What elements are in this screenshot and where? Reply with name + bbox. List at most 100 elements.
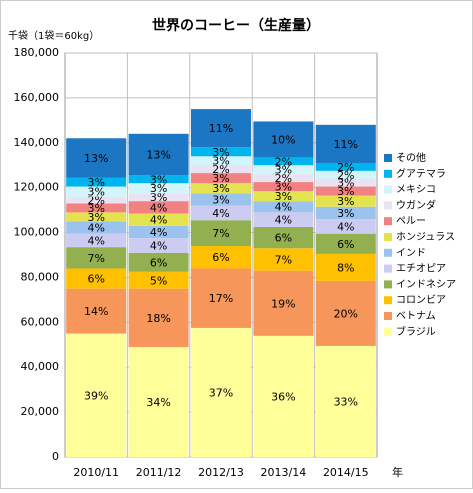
data-label: 37%	[209, 386, 233, 399]
legend-label: グアテマラ	[396, 167, 446, 180]
bar-segment	[128, 175, 189, 184]
data-label: 4%	[150, 239, 167, 252]
data-label: 3%	[87, 186, 104, 199]
data-label: 3%	[212, 172, 229, 185]
data-label: 3%	[150, 173, 167, 186]
bar-segment	[66, 233, 127, 248]
data-label: 3%	[87, 176, 104, 189]
bar-segment	[315, 124, 376, 163]
bar-segment	[253, 335, 314, 457]
data-label: 3%	[87, 202, 104, 215]
data-label: 10%	[271, 133, 295, 146]
bar-segment	[191, 205, 251, 221]
bar-segment	[315, 178, 376, 187]
bar-segment	[128, 347, 189, 457]
bar-segment	[315, 345, 376, 457]
data-label: 3%	[212, 155, 229, 168]
data-label: 2%	[337, 169, 354, 182]
data-label: 3%	[275, 181, 292, 194]
data-label: 2%	[337, 161, 354, 174]
data-label: 36%	[271, 390, 295, 403]
data-label: 6%	[150, 256, 167, 269]
data-label: 39%	[84, 389, 108, 402]
data-label: 3%	[337, 195, 354, 208]
y-tick-label: 20,000	[21, 405, 60, 418]
data-label: 4%	[150, 214, 167, 227]
bar-segment	[66, 177, 127, 187]
data-label: 11%	[209, 122, 233, 135]
bar-segment	[128, 183, 189, 194]
legend-swatch	[384, 233, 392, 241]
bar-segment	[253, 248, 314, 271]
bar-segment	[253, 182, 314, 192]
legend-swatch	[384, 154, 392, 162]
bar-segment	[66, 221, 127, 234]
bar-segment	[191, 183, 251, 194]
x-tick-label: 2013/14	[261, 466, 307, 479]
data-label: 2%	[275, 155, 292, 168]
data-label: 33%	[334, 395, 358, 408]
data-label: 5%	[150, 274, 167, 287]
data-label: 19%	[271, 297, 295, 310]
bar-segment	[128, 193, 189, 202]
legend-label: コロンビア	[396, 294, 446, 306]
x-tick-label: 2011/12	[136, 466, 182, 479]
bar-segment	[128, 213, 189, 226]
bar-segment	[253, 191, 314, 202]
bar-segment	[128, 252, 189, 272]
data-label: 11%	[334, 138, 358, 151]
data-label: 3%	[337, 207, 354, 220]
bar-segment	[191, 327, 251, 457]
chart-title: 世界のコーヒー（生産量）	[152, 17, 320, 34]
bar-segment	[315, 186, 376, 196]
bar-segment	[66, 138, 127, 178]
data-label: 4%	[87, 234, 104, 247]
bar-segment	[128, 225, 189, 239]
legend-swatch	[384, 327, 392, 336]
x-axis-label: 年	[392, 465, 403, 479]
legend-swatch	[384, 280, 392, 289]
bar-segment	[66, 268, 127, 289]
bar-segment	[315, 280, 376, 346]
data-label: 6%	[212, 251, 229, 264]
data-label: 4%	[212, 207, 229, 220]
data-label: 13%	[84, 152, 108, 165]
data-label: 2%	[212, 163, 229, 176]
y-tick-label: 180,000	[14, 46, 60, 59]
bar-segment	[191, 165, 251, 174]
data-label: 6%	[87, 273, 104, 286]
bar-segment	[315, 219, 376, 234]
bar-segment	[128, 133, 189, 176]
legend-label: メキシコ	[396, 185, 436, 196]
bar-segment	[66, 196, 127, 204]
y-tick-label: 160,000	[14, 91, 60, 104]
bar-segment	[315, 206, 376, 220]
bar-segment	[315, 233, 376, 254]
data-label: 4%	[150, 201, 167, 214]
bar-segment	[191, 268, 251, 328]
data-label: 3%	[212, 182, 229, 195]
bar-segment	[191, 156, 251, 166]
x-tick-label: 2010/11	[73, 466, 119, 479]
data-label: 3%	[87, 211, 104, 224]
data-label: 8%	[337, 261, 354, 274]
x-tick-label: 2014/15	[323, 466, 369, 479]
data-label: 13%	[146, 149, 170, 162]
data-label: 3%	[337, 177, 354, 190]
legend-label: ウガンダ	[396, 198, 436, 211]
y-axis-unit: 千袋（1袋＝60kg）	[8, 29, 99, 42]
legend-label: ホンジュラス	[396, 231, 455, 243]
data-label: 3%	[212, 193, 229, 206]
bar-segment	[66, 186, 127, 197]
bar-segment	[128, 271, 189, 289]
y-tick-label: 40,000	[21, 360, 60, 373]
bar-segment	[191, 246, 251, 269]
legend-label: ペルー	[396, 216, 426, 227]
bar-segment	[128, 201, 189, 214]
legend-swatch	[384, 248, 392, 257]
data-label: 34%	[146, 396, 170, 409]
legend-label: ブラジル	[396, 325, 436, 338]
bar-segment	[253, 201, 314, 213]
legend-swatch	[384, 201, 392, 210]
